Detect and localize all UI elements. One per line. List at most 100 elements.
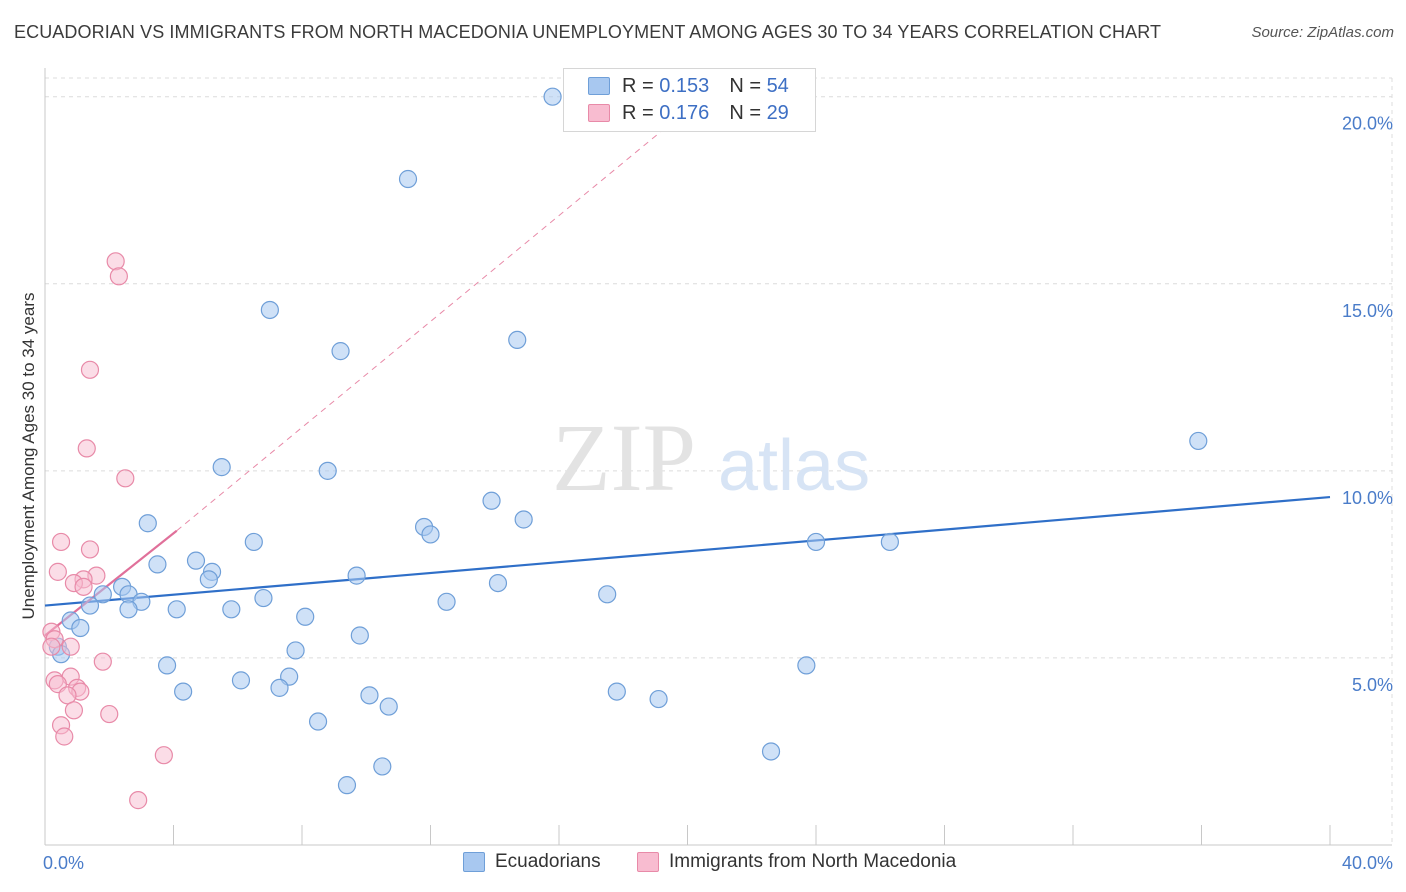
- point-macedonia: [106, 252, 125, 271]
- trend-line-macedonia-extended: [176, 122, 672, 532]
- point-macedonia: [129, 791, 148, 810]
- point-ecuadorians: [138, 514, 157, 533]
- point-ecuadorians: [148, 555, 167, 574]
- point-ecuadorians: [199, 570, 218, 589]
- point-ecuadorians: [186, 551, 206, 570]
- point-ecuadorians: [286, 641, 305, 660]
- point-ecuadorians: [514, 510, 533, 529]
- point-macedonia: [80, 540, 100, 559]
- point-ecuadorians: [337, 776, 357, 795]
- point-ecuadorians: [1189, 431, 1208, 451]
- bottom-legend-swatch-pink: [637, 852, 659, 872]
- bottom-legend-label: Ecuadorians: [495, 851, 601, 872]
- point-macedonia: [80, 360, 100, 379]
- point-ecuadorians: [649, 689, 668, 709]
- point-ecuadorians: [347, 566, 366, 585]
- bottom-legend-ecuadorians: Ecuadorians: [463, 851, 601, 873]
- legend-r-value: 0.176: [659, 101, 710, 124]
- point-ecuadorians: [421, 525, 440, 544]
- point-ecuadorians: [373, 757, 392, 776]
- point-macedonia: [154, 746, 173, 765]
- bottom-legend-macedonia: Immigrants from North Macedonia: [637, 851, 956, 873]
- point-ecuadorians: [482, 491, 501, 510]
- point-ecuadorians: [270, 678, 289, 697]
- legend-r-label: R =: [622, 101, 654, 124]
- point-ecuadorians: [598, 585, 617, 604]
- point-ecuadorians: [71, 618, 90, 638]
- y-tick-label: 20.0%: [1342, 114, 1393, 134]
- point-ecuadorians: [174, 682, 193, 701]
- point-ecuadorians: [119, 600, 138, 619]
- point-ecuadorians: [93, 585, 112, 604]
- point-ecuadorians: [806, 532, 826, 552]
- y-axis-label: Unemployment Among Ages 30 to 34 years: [19, 293, 38, 620]
- point-ecuadorians: [260, 300, 279, 320]
- legend-n-label: N =: [729, 74, 761, 97]
- legend-swatch-blue: [588, 77, 610, 95]
- point-macedonia: [55, 727, 74, 746]
- x-tick-label-left: 0.0%: [43, 853, 84, 873]
- legend-n-label: N =: [729, 101, 761, 124]
- chart-title: ECUADORIAN VS IMMIGRANTS FROM NORTH MACE…: [14, 22, 1162, 42]
- point-ecuadorians: [222, 600, 241, 619]
- trend-layer: [44, 122, 1331, 637]
- point-macedonia: [109, 267, 128, 286]
- legend-swatch-pink: [588, 104, 610, 122]
- point-ecuadorians: [398, 169, 418, 189]
- point-ecuadorians: [308, 712, 328, 731]
- x-tick-label-right: 40.0%: [1342, 853, 1393, 873]
- point-ecuadorians: [488, 573, 508, 593]
- point-macedonia: [58, 686, 77, 705]
- point-macedonia: [77, 439, 96, 458]
- watermark-zip: ZIP: [552, 404, 696, 511]
- point-ecuadorians: [880, 532, 899, 552]
- point-macedonia: [51, 532, 71, 552]
- point-ecuadorians: [350, 626, 369, 645]
- point-macedonia: [116, 469, 135, 488]
- axis-layer: 5.0% 10.0% 15.0% 20.0% 0.0% 40.0%: [43, 68, 1393, 873]
- point-macedonia: [93, 652, 112, 671]
- legend-r-label: R =: [622, 74, 654, 97]
- point-macedonia: [61, 637, 80, 656]
- legend-row-ecuadorians: R = 0.153 N = 54: [588, 73, 789, 99]
- point-ecuadorians: [80, 596, 100, 615]
- point-ecuadorians: [360, 686, 379, 705]
- y-tick-label: 5.0%: [1352, 675, 1393, 695]
- point-ecuadorians: [379, 697, 398, 716]
- legend-row-macedonia: R = 0.176 N = 29: [588, 100, 789, 126]
- bottom-legend-label: Immigrants from North Macedonia: [669, 851, 957, 872]
- legend-box: R = 0.153 N = 54 R = 0.176 N = 29: [563, 68, 816, 132]
- legend-r-value: 0.153: [659, 74, 710, 97]
- point-ecuadorians: [797, 656, 816, 675]
- y-tick-label: 15.0%: [1342, 301, 1393, 321]
- trend-line-ecuadorians: [44, 495, 1331, 607]
- watermark: ZIP atlas: [552, 404, 870, 511]
- point-macedonia: [100, 704, 119, 724]
- point-macedonia: [64, 701, 84, 720]
- point-macedonia: [42, 637, 61, 656]
- point-ecuadorians: [607, 682, 626, 701]
- points-layer: [42, 87, 1208, 810]
- point-macedonia: [48, 562, 67, 581]
- point-macedonia: [74, 577, 93, 596]
- point-ecuadorians: [318, 461, 337, 480]
- legend-n-value: 54: [766, 74, 789, 97]
- point-ecuadorians: [167, 600, 186, 619]
- point-ecuadorians: [508, 330, 527, 350]
- point-ecuadorians: [331, 342, 350, 361]
- point-ecuadorians: [231, 671, 251, 690]
- point-ecuadorians: [761, 742, 781, 761]
- point-ecuadorians: [254, 588, 273, 608]
- watermark-atlas: atlas: [718, 426, 870, 506]
- point-ecuadorians: [244, 532, 263, 552]
- point-ecuadorians: [296, 607, 315, 626]
- bottom-legend-swatch-blue: [463, 852, 485, 872]
- y-tick-label: 10.0%: [1342, 488, 1393, 508]
- source-label: Source: ZipAtlas.com: [1251, 24, 1394, 41]
- point-ecuadorians: [543, 87, 562, 106]
- point-ecuadorians: [157, 656, 177, 675]
- point-ecuadorians: [437, 592, 456, 611]
- point-ecuadorians: [212, 458, 231, 477]
- legend-n-value: 29: [766, 101, 789, 124]
